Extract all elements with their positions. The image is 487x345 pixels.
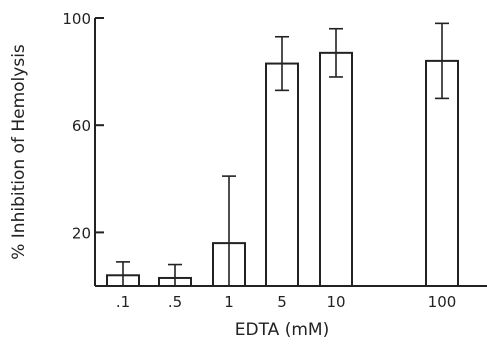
- error-bar: [116, 261, 130, 286]
- x-tick-label: .5: [168, 293, 182, 311]
- y-tick-label: 60: [72, 117, 91, 135]
- bar: [425, 59, 459, 287]
- bar: [319, 51, 353, 288]
- y-ticks: 100 60 20: [62, 10, 104, 242]
- bars: [106, 22, 459, 288]
- y-tick-label: 100: [62, 10, 91, 28]
- bar: [265, 62, 299, 288]
- x-tick-label: 1: [224, 293, 234, 311]
- x-tick-label: .1: [116, 293, 130, 311]
- x-tick-label: 10: [326, 293, 345, 311]
- x-axis-label: EDTA (mM): [235, 320, 329, 340]
- x-tick-labels: .1 .5 1 5 10 100: [116, 293, 456, 311]
- error-bar: [222, 175, 236, 286]
- error-bar: [435, 22, 449, 100]
- error-bar: [168, 263, 182, 286]
- x-tick-label: 5: [277, 293, 287, 311]
- y-tick-label: 20: [72, 224, 91, 242]
- error-bar: [329, 27, 343, 78]
- error-bar: [275, 35, 289, 92]
- y-axis-label: % Inhibition of Hemolysis: [9, 44, 29, 260]
- x-tick-label: 100: [428, 293, 457, 311]
